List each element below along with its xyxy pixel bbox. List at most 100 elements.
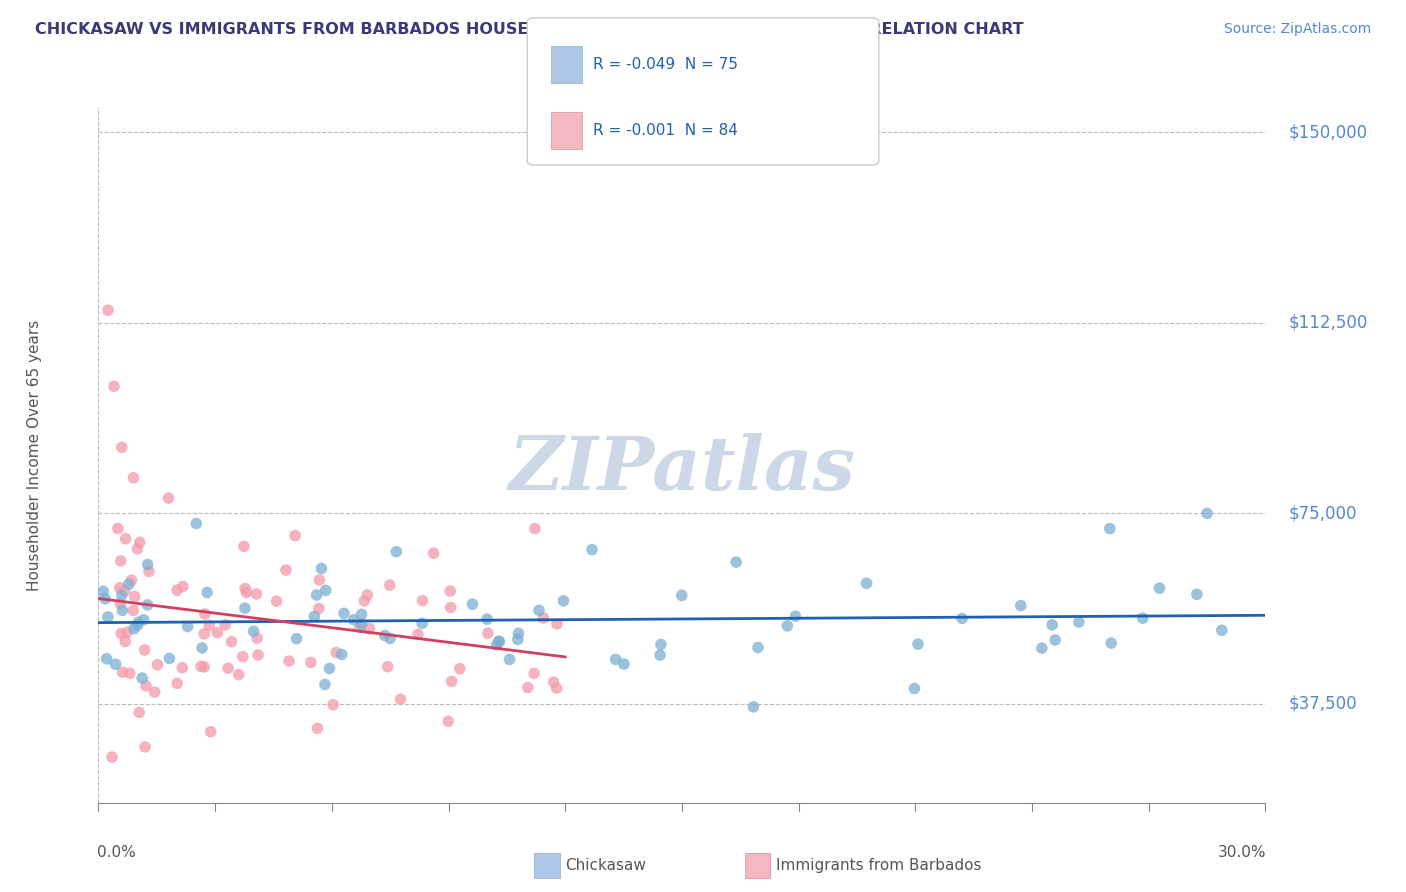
Point [378,578,401,592]
Point [311,561,333,575]
Point [475,612,498,626]
Point [1099,636,1122,650]
Point [166,583,188,598]
Point [214,618,236,632]
Point [406,627,429,641]
Point [314,677,336,691]
Point [308,601,330,615]
Point [110,597,132,611]
Point [1098,522,1121,536]
Point [94,591,117,606]
Point [176,619,198,633]
Text: CHICKASAW VS IMMIGRANTS FROM BARBADOS HOUSEHOLDER INCOME OVER 65 YEARS CORRELATI: CHICKASAW VS IMMIGRANTS FROM BARBADOS HO… [35,22,1024,37]
Point [950,611,973,625]
Point [318,661,340,675]
Point [157,491,180,505]
Point [304,609,326,624]
Point [648,648,671,662]
Point [228,667,250,681]
Point [128,535,150,549]
Point [747,640,769,655]
Point [96,652,118,666]
Point [533,611,555,625]
Text: Source: ZipAtlas.com: Source: ZipAtlas.com [1223,22,1371,37]
Point [350,607,373,622]
Point [127,618,149,632]
Point [546,616,568,631]
Point [322,698,344,712]
Point [128,706,150,720]
Text: $75,000: $75,000 [1289,504,1357,523]
Point [191,640,214,655]
Point [221,634,243,648]
Point [114,634,136,648]
Point [108,581,131,595]
Point [1211,624,1233,638]
Point [440,674,463,689]
Text: $112,500: $112,500 [1289,314,1368,332]
Point [143,685,166,699]
Point [246,631,269,645]
Point [233,582,256,596]
Point [194,607,217,621]
Point [353,594,375,608]
Point [305,588,328,602]
Point [1195,506,1218,520]
Point [855,576,877,591]
Point [195,585,218,599]
Point [284,528,307,542]
Point [411,593,433,607]
Text: Chickasaw: Chickasaw [565,858,647,872]
Point [349,620,371,634]
Point [546,681,568,695]
Point [1149,581,1171,595]
Point [193,627,215,641]
Point [903,681,925,696]
Point [118,666,141,681]
Point [193,660,215,674]
Point [111,665,134,679]
Point [650,638,672,652]
Point [1043,632,1066,647]
Point [122,603,145,617]
Text: Immigrants from Barbados: Immigrants from Barbados [776,858,981,872]
Text: 30.0%: 30.0% [1218,845,1267,860]
Point [245,587,267,601]
Point [101,750,124,764]
Point [122,471,145,485]
Point [485,638,508,652]
Point [97,303,120,318]
Point [104,657,127,672]
Point [278,654,301,668]
Point [135,679,157,693]
Point [605,652,627,666]
Point [114,583,136,598]
Point [247,648,270,662]
Point [207,625,229,640]
Point [122,622,145,636]
Point [785,609,807,624]
Text: 0.0%: 0.0% [97,845,136,860]
Point [315,583,337,598]
Point [359,622,381,636]
Point [350,617,373,632]
Point [523,666,546,681]
Point [411,616,433,631]
Point [422,546,444,560]
Point [136,598,159,612]
Point [671,588,693,602]
Point [172,661,194,675]
Point [449,662,471,676]
Point [374,628,396,642]
Point [437,714,460,729]
Point [124,590,146,604]
Point [107,522,129,536]
Point [907,637,929,651]
Point [110,554,132,568]
Point [1132,611,1154,625]
Point [242,624,264,639]
Point [356,588,378,602]
Point [439,584,461,599]
Point [385,544,408,558]
Text: $150,000: $150,000 [1289,123,1368,142]
